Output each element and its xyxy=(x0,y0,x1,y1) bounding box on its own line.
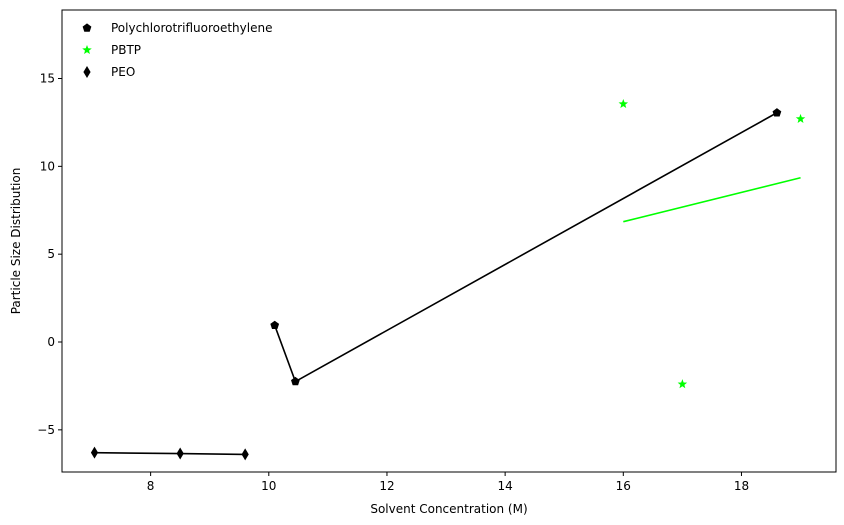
legend-label-1: PBTP xyxy=(111,43,141,57)
legend-label-0: Polychlorotrifluoroethylene xyxy=(111,21,272,35)
data-point-1-2 xyxy=(795,113,806,123)
y-tick-label: 0 xyxy=(47,335,55,349)
data-point-2-1 xyxy=(176,447,184,460)
series-line-2 xyxy=(94,451,246,456)
y-axis-title: Particle Size Distribution xyxy=(9,168,23,315)
x-tick-label: 16 xyxy=(616,479,631,493)
data-point-2-0 xyxy=(90,446,99,459)
data-point-2-2 xyxy=(241,448,249,461)
y-tick-label: 5 xyxy=(47,247,55,261)
data-point-1-0 xyxy=(618,98,629,109)
series-markers xyxy=(90,98,806,461)
data-point-0-0 xyxy=(270,320,280,330)
x-tick-label: 12 xyxy=(379,479,394,493)
y-tick-label: 10 xyxy=(40,159,55,173)
data-point-0-2 xyxy=(772,108,782,117)
y-tick-label: 15 xyxy=(40,72,55,86)
x-axis-title: Solvent Concentration (M) xyxy=(370,502,527,516)
y-tick-label: −5 xyxy=(37,423,55,437)
series-lines xyxy=(94,112,801,456)
x-tick-label: 10 xyxy=(261,479,276,493)
data-point-0-1 xyxy=(291,376,300,386)
x-tick-label: 14 xyxy=(497,479,512,493)
series-line-0 xyxy=(273,112,778,383)
legend: Polychlorotrifluoroethylene PBTP PEO xyxy=(82,21,272,79)
x-tick-label: 8 xyxy=(147,479,155,493)
data-point-1-1 xyxy=(677,379,688,389)
legend-marker-1 xyxy=(82,45,92,55)
legend-label-2: PEO xyxy=(111,65,135,79)
x-axis: 8 10 12 14 16 18 xyxy=(147,472,749,493)
x-tick-label: 18 xyxy=(734,479,749,493)
y-axis: −5 0 5 10 15 xyxy=(37,72,62,437)
legend-marker-2 xyxy=(83,66,91,78)
legend-marker-0 xyxy=(82,23,92,32)
plot-area-frame xyxy=(61,9,837,473)
series-line-1 xyxy=(623,176,801,223)
